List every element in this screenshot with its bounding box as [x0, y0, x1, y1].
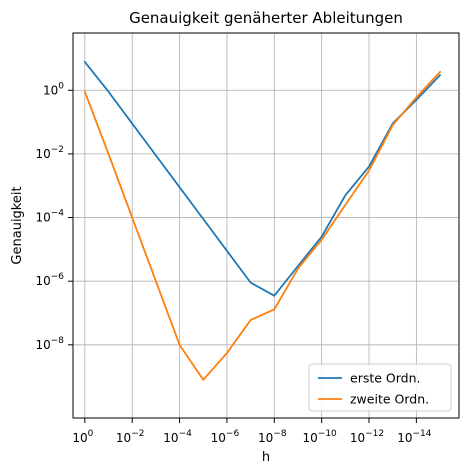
plot-frame [72, 32, 460, 419]
y-tick-label: 10−6 [35, 272, 64, 288]
x-tick-label: 10−8 [258, 429, 287, 445]
x-tick-label: 10−12 [350, 429, 384, 445]
x-tick-label: 10−6 [211, 429, 240, 445]
x-tick-label: 10−10 [303, 429, 338, 445]
y-tick-label: 10−8 [35, 336, 64, 352]
legend: erste Ordn. zweite Ordn. [308, 363, 452, 412]
y-tick-label: 100 [43, 81, 64, 97]
y-axis-label: Genauigkeit [10, 186, 25, 264]
legend-box [308, 363, 452, 412]
legend-entry-label: erste Ordn. [350, 371, 421, 386]
y-tick-label: 10−2 [35, 145, 64, 161]
plot-area [83, 60, 441, 381]
legend-entry-label: zweite Ordn. [350, 392, 429, 407]
x-tick-label: 10−4 [163, 429, 192, 445]
x-axis: 100 10−2 10−4 10−6 10−8 10−10 10−12 10−14 [72, 418, 432, 445]
x-tick-label: 100 [72, 429, 93, 445]
x-axis-label: h [262, 450, 270, 465]
series-line-2 [83, 70, 441, 381]
chart-title: Genauigkeit genäherter Ableitungen [129, 9, 403, 27]
series-line-1 [83, 60, 441, 297]
x-tick-label: 10−14 [397, 429, 432, 445]
y-axis: 100 10−2 10−4 10−6 10−8 [35, 81, 73, 352]
x-tick-label: 10−2 [116, 429, 145, 445]
y-tick-label: 10−4 [35, 209, 64, 225]
